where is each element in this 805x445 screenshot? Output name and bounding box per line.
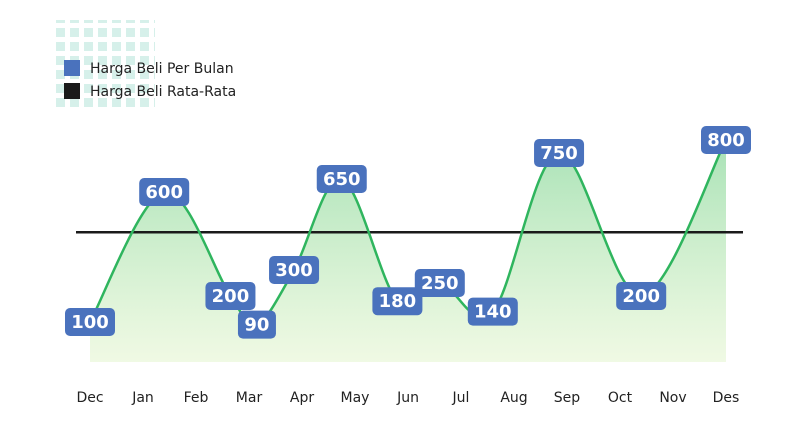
x-tick-label: Mar xyxy=(236,390,263,406)
value-label-text: 200 xyxy=(212,286,250,307)
value-label-box xyxy=(237,310,276,339)
value-label: 250 xyxy=(414,269,465,297)
x-tick-label: Nov xyxy=(659,390,686,406)
value-label-box xyxy=(205,282,256,310)
value-label-text: 650 xyxy=(323,169,361,190)
value-label-box xyxy=(65,308,115,336)
legend-label: Harga Beli Rata-Rata xyxy=(90,84,236,100)
value-label-text: 300 xyxy=(275,260,313,281)
value-label-text: 100 xyxy=(71,312,109,333)
value-label-box xyxy=(616,282,667,310)
value-label: 200 xyxy=(205,282,256,310)
value-label: 100 xyxy=(65,308,115,336)
value-label: 800 xyxy=(701,126,751,154)
x-tick-label: May xyxy=(341,390,370,406)
value-label: 180 xyxy=(372,287,423,316)
area xyxy=(90,140,726,362)
value-label-text: 90 xyxy=(244,315,269,336)
value-label-text: 250 xyxy=(421,273,459,294)
x-tick-label: Dec xyxy=(76,390,103,406)
plot: Dec Jan Feb Mar Apr May Jun Jul Aug Sep Oct Nov Des 1… xyxy=(65,126,751,406)
value-label: 300 xyxy=(269,256,320,284)
value-label-box xyxy=(414,269,465,297)
value-label-box xyxy=(701,126,751,154)
value-label-box xyxy=(467,297,518,326)
value-label-text: 180 xyxy=(379,291,417,312)
x-tick-label: Oct xyxy=(608,390,633,406)
value-label-text: 140 xyxy=(474,302,512,323)
x-tick-label: Jun xyxy=(396,390,419,406)
value-label-text: 200 xyxy=(622,286,660,307)
value-label-box xyxy=(139,178,190,206)
legend-swatch xyxy=(64,60,80,76)
value-label-box xyxy=(316,165,367,193)
x-tick-label: Apr xyxy=(290,390,314,406)
value-label: 750 xyxy=(534,139,585,167)
x-tick-label: Jan xyxy=(131,390,154,406)
value-label-box xyxy=(372,287,423,316)
value-label-box xyxy=(534,139,585,167)
value-label: 600 xyxy=(139,178,190,206)
value-label: 650 xyxy=(316,165,367,193)
x-tick-label: Feb xyxy=(184,390,209,406)
value-label-text: 750 xyxy=(540,143,578,164)
value-label-text: 800 xyxy=(707,130,745,151)
x-tick-label: Jul xyxy=(452,390,470,406)
value-label-box xyxy=(269,256,320,284)
value-label-text: 600 xyxy=(145,182,183,203)
legend-swatch xyxy=(64,83,80,99)
x-tick-label: Des xyxy=(713,390,740,406)
x-tick-label: Aug xyxy=(500,390,527,406)
value-label: 140 xyxy=(467,297,518,326)
value-label: 90 xyxy=(237,310,276,339)
x-tick-label: Sep xyxy=(554,390,581,406)
value-label: 200 xyxy=(616,282,667,310)
legend-label: Harga Beli Per Bulan xyxy=(90,61,234,77)
